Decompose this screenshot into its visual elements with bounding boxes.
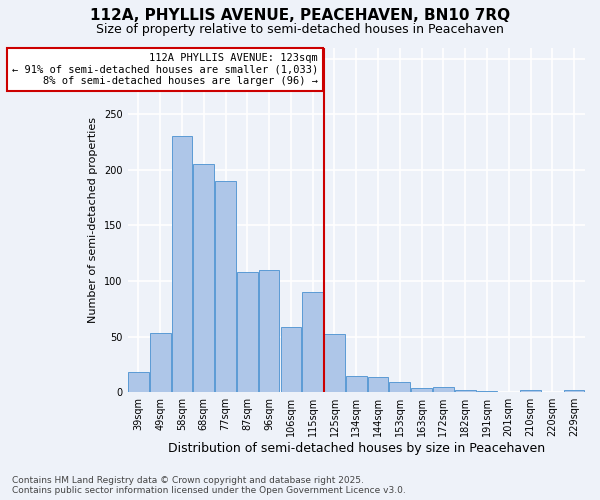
Text: Contains HM Land Registry data © Crown copyright and database right 2025.
Contai: Contains HM Land Registry data © Crown c… <box>12 476 406 495</box>
Bar <box>346 376 367 392</box>
Bar <box>281 326 301 392</box>
Bar <box>215 181 236 392</box>
Bar <box>324 334 345 392</box>
Bar <box>302 292 323 392</box>
Y-axis label: Number of semi-detached properties: Number of semi-detached properties <box>88 117 98 323</box>
Bar <box>433 386 454 392</box>
Bar <box>520 390 541 392</box>
Bar <box>128 372 149 392</box>
Text: 112A PHYLLIS AVENUE: 123sqm
← 91% of semi-detached houses are smaller (1,033)
  : 112A PHYLLIS AVENUE: 123sqm ← 91% of sem… <box>12 53 318 86</box>
Bar <box>411 388 432 392</box>
Bar <box>150 334 170 392</box>
Bar <box>368 376 388 392</box>
Bar <box>476 391 497 392</box>
Text: Size of property relative to semi-detached houses in Peacehaven: Size of property relative to semi-detach… <box>96 22 504 36</box>
Bar <box>172 136 193 392</box>
Bar <box>389 382 410 392</box>
Text: 112A, PHYLLIS AVENUE, PEACEHAVEN, BN10 7RQ: 112A, PHYLLIS AVENUE, PEACEHAVEN, BN10 7… <box>90 8 510 22</box>
Bar <box>237 272 257 392</box>
Bar <box>259 270 280 392</box>
Bar <box>564 390 584 392</box>
Bar <box>455 390 476 392</box>
Bar <box>193 164 214 392</box>
X-axis label: Distribution of semi-detached houses by size in Peacehaven: Distribution of semi-detached houses by … <box>167 442 545 455</box>
